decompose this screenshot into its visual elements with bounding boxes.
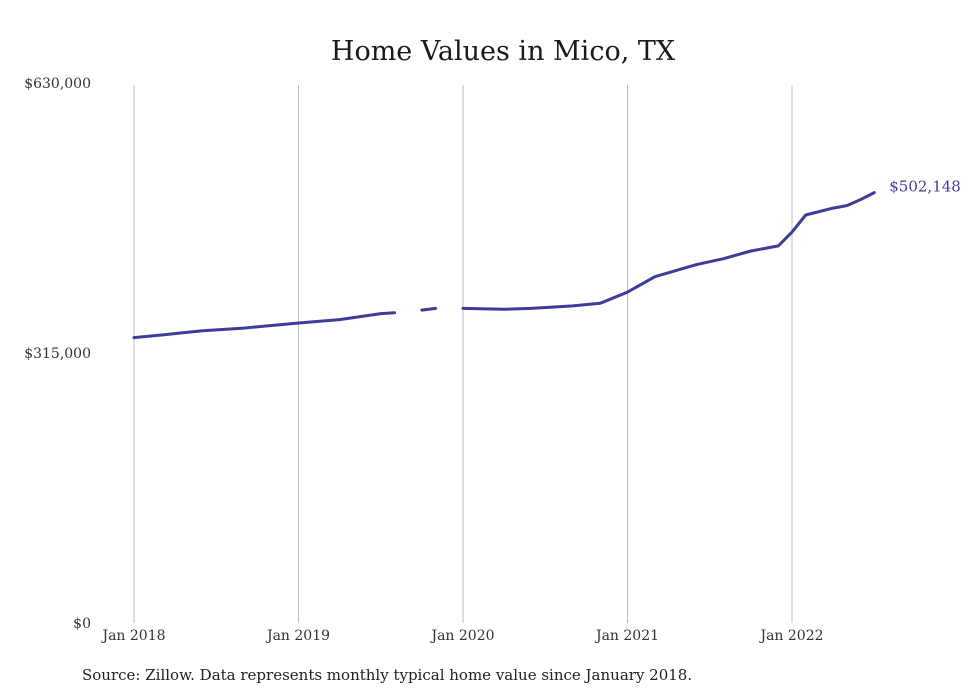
end-value-label: $502,148 (889, 178, 961, 196)
series-line-segment-2 (420, 306, 438, 312)
x-tick-label: Jan 2020 (429, 628, 494, 644)
x-tick-label: Jan 2018 (100, 628, 165, 644)
x-tick-label: Jan 2019 (265, 628, 330, 644)
y-tick-label: $315,000 (24, 346, 91, 362)
chart-title: Home Values in Mico, TX (331, 36, 676, 67)
x-tick-label: Jan 2022 (758, 628, 823, 644)
series-line-segment-1 (132, 311, 396, 340)
series-layer (132, 191, 876, 340)
grid-layer (133, 85, 793, 623)
x-tick-label: Jan 2021 (594, 628, 659, 644)
x-axis-labels: Jan 2018 Jan 2019 Jan 2020 Jan 2021 Jan 2022 (100, 628, 823, 644)
y-tick-label: $630,000 (24, 76, 91, 92)
y-axis-labels: $0 $315,000 $630,000 (24, 76, 91, 632)
source-footnote: Source: Zillow. Data represents monthly … (82, 666, 693, 684)
y-tick-label: $0 (73, 616, 91, 632)
series-line-segment-3 (461, 191, 876, 311)
